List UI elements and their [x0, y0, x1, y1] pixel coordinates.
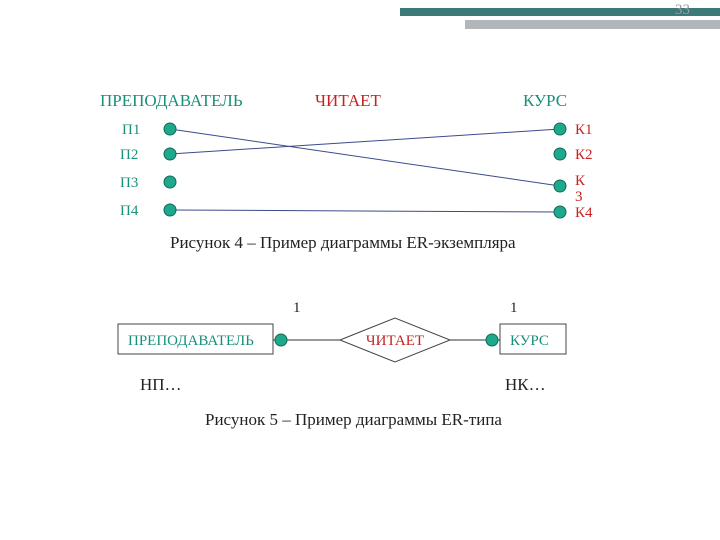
- right-entity-label: КУРС: [510, 333, 549, 349]
- instance-edge: [170, 129, 560, 154]
- instance-edge: [170, 129, 560, 186]
- right-node-label: 3: [575, 189, 583, 205]
- right-node-label: К: [575, 173, 586, 189]
- figure4-caption: Рисунок 4 – Пример диаграммы ER-экземпля…: [170, 233, 516, 252]
- left-node-label: П3: [120, 175, 138, 191]
- right-below-label: НК…: [505, 375, 546, 394]
- relation-title: ЧИТАЕТ: [315, 91, 382, 110]
- right-node: [554, 180, 566, 192]
- header-bar-1: [400, 8, 720, 16]
- right-node: [554, 148, 566, 160]
- figure5-caption: Рисунок 5 – Пример диаграммы ER-типа: [205, 410, 502, 429]
- left-entity-label: ПРЕПОДАВАТЕЛЬ: [128, 333, 254, 349]
- right-connector-dot: [486, 334, 498, 346]
- right-node-label: К1: [575, 122, 593, 138]
- instance-edge: [170, 210, 560, 212]
- left-node: [164, 148, 176, 160]
- header-decor: [0, 0, 720, 40]
- left-cardinality: 1: [293, 300, 301, 316]
- right-cardinality: 1: [510, 300, 518, 316]
- left-node: [164, 204, 176, 216]
- header-bar-2: [465, 20, 720, 29]
- right-node: [554, 206, 566, 218]
- left-node-label: П1: [122, 122, 140, 138]
- right-node-label: К4: [575, 205, 593, 221]
- page-number: 33: [675, 2, 690, 19]
- right-node: [554, 123, 566, 135]
- diagram-canvas: ПРЕПОДАВАТЕЛЬ ЧИТАЕТ КУРС П1 П2 П3 П4 К1 К2 К3К4 Р…: [0, 0, 720, 540]
- left-title: ПРЕПОДАВАТЕЛЬ: [100, 91, 243, 110]
- left-node-label: П2: [120, 147, 138, 163]
- left-node-label: П4: [120, 203, 139, 219]
- left-below-label: НП…: [140, 375, 182, 394]
- right-title: КУРС: [523, 91, 567, 110]
- left-node: [164, 176, 176, 188]
- left-node: [164, 123, 176, 135]
- left-connector-dot: [275, 334, 287, 346]
- relation-label: ЧИТАЕТ: [366, 333, 424, 349]
- right-node-label: К2: [575, 147, 593, 163]
